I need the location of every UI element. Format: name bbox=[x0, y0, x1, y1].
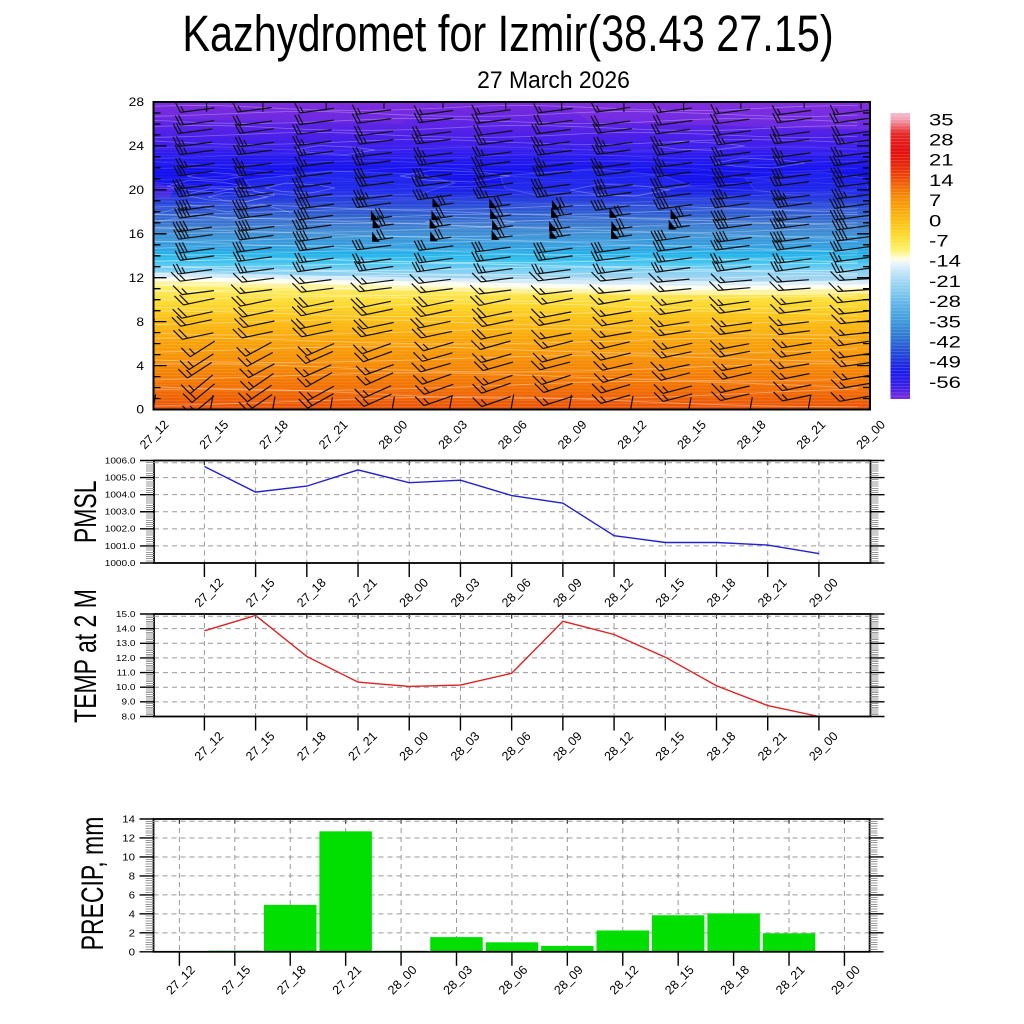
svg-text:1005.0: 1005.0 bbox=[105, 473, 136, 482]
svg-text:8: 8 bbox=[136, 316, 144, 329]
svg-text:16: 16 bbox=[129, 228, 144, 241]
svg-text:0: 0 bbox=[129, 947, 135, 958]
svg-text:-14: -14 bbox=[929, 252, 961, 271]
svg-text:1002.0: 1002.0 bbox=[105, 525, 136, 534]
svg-text:9.0: 9.0 bbox=[122, 698, 136, 707]
svg-text:15.0: 15.0 bbox=[116, 610, 136, 619]
svg-text:35: 35 bbox=[929, 111, 954, 130]
svg-text:1003.0: 1003.0 bbox=[105, 508, 136, 517]
svg-text:1000.0: 1000.0 bbox=[105, 559, 136, 568]
svg-text:2: 2 bbox=[129, 928, 135, 939]
svg-text:12: 12 bbox=[122, 833, 135, 844]
svg-text:21: 21 bbox=[929, 151, 954, 170]
svg-text:28: 28 bbox=[129, 96, 144, 109]
svg-text:0: 0 bbox=[929, 212, 941, 231]
svg-text:10.0: 10.0 bbox=[116, 683, 136, 692]
svg-text:PMSL: PMSL bbox=[67, 480, 102, 543]
svg-text:4: 4 bbox=[136, 360, 144, 373]
svg-text:4: 4 bbox=[129, 909, 135, 920]
svg-text:8: 8 bbox=[129, 871, 135, 882]
svg-text:TEMP at 2 M: TEMP at 2 M bbox=[67, 589, 102, 723]
svg-text:1004.0: 1004.0 bbox=[105, 491, 136, 500]
svg-text:20: 20 bbox=[129, 184, 144, 197]
svg-text:-42: -42 bbox=[929, 333, 961, 352]
svg-text:24: 24 bbox=[129, 140, 144, 153]
svg-text:PRECIP, mm: PRECIP, mm bbox=[74, 817, 109, 951]
svg-text:12.0: 12.0 bbox=[116, 654, 136, 663]
svg-text:6: 6 bbox=[129, 890, 135, 901]
svg-text:27 March 2026: 27 March 2026 bbox=[477, 67, 630, 93]
svg-text:8.0: 8.0 bbox=[122, 712, 136, 721]
svg-text:-56: -56 bbox=[929, 373, 961, 392]
svg-text:14: 14 bbox=[122, 814, 135, 825]
svg-text:10: 10 bbox=[122, 852, 135, 863]
svg-text:0: 0 bbox=[136, 404, 144, 417]
svg-text:Kazhydromet for Izmir(38.43 27: Kazhydromet for Izmir(38.43 27.15) bbox=[182, 5, 833, 62]
svg-text:-28: -28 bbox=[929, 292, 961, 311]
svg-text:1006.0: 1006.0 bbox=[105, 456, 136, 465]
svg-text:12: 12 bbox=[129, 272, 144, 285]
svg-text:-21: -21 bbox=[929, 272, 961, 291]
svg-text:1001.0: 1001.0 bbox=[105, 542, 136, 551]
svg-text:13.0: 13.0 bbox=[116, 639, 136, 648]
svg-text:11.0: 11.0 bbox=[117, 668, 136, 677]
svg-text:7: 7 bbox=[929, 191, 941, 210]
svg-text:-7: -7 bbox=[929, 232, 949, 251]
svg-text:14.0: 14.0 bbox=[116, 624, 136, 633]
svg-text:14: 14 bbox=[929, 171, 954, 190]
svg-text:-49: -49 bbox=[929, 353, 961, 372]
svg-text:28: 28 bbox=[929, 131, 954, 150]
svg-text:-35: -35 bbox=[929, 313, 961, 332]
